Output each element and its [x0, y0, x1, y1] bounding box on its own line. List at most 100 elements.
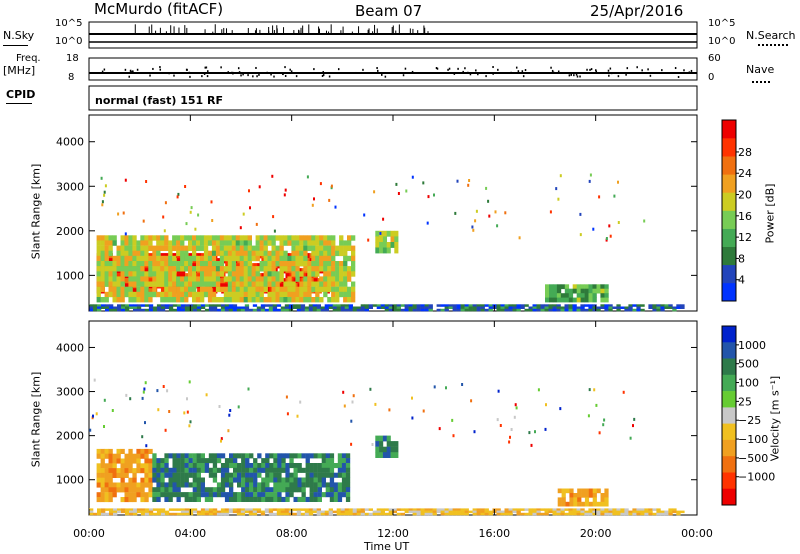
velocity-cell	[136, 448, 141, 454]
power-cell	[592, 304, 597, 307]
velocity-cell	[520, 508, 525, 511]
velocity-scatter	[422, 409, 425, 413]
velocity-cell	[160, 512, 166, 516]
nsky-label: N.Sky	[3, 29, 35, 42]
power-cell	[404, 304, 409, 307]
power-cell	[124, 286, 129, 293]
velocity-cell	[277, 458, 282, 464]
power-cell	[188, 308, 194, 312]
velocity-cell	[140, 492, 145, 498]
velocity-cell	[265, 467, 270, 473]
velocity-cell	[592, 508, 597, 511]
velocity-cell	[112, 472, 117, 478]
power-cell	[140, 276, 145, 282]
velocity-cell	[224, 512, 230, 516]
power-cell	[384, 306, 389, 309]
power-cell	[97, 308, 102, 312]
power-cell	[231, 286, 237, 293]
velocity-scatter	[143, 387, 146, 391]
power-cell	[548, 306, 553, 309]
power-cell	[200, 297, 205, 303]
nave-mark	[636, 66, 638, 69]
power-cell	[508, 308, 513, 312]
power-cell	[303, 245, 308, 251]
velocity-cell	[196, 463, 201, 469]
power-cell	[227, 281, 233, 287]
power-cell	[572, 297, 577, 303]
velocity-cell	[612, 510, 617, 514]
velocity-cell	[404, 510, 409, 514]
power-cell	[287, 261, 292, 267]
velocity-cell	[317, 467, 322, 473]
velocity-cell	[285, 496, 290, 502]
velocity-cell	[376, 510, 381, 514]
nave-mark	[258, 73, 260, 76]
power-cell	[347, 240, 352, 246]
velocity-cell	[144, 492, 149, 498]
velocity-cell	[249, 477, 254, 483]
power-cell	[287, 266, 292, 272]
power-cell	[283, 255, 288, 262]
velocity-cell	[249, 496, 254, 502]
power-cell	[331, 235, 336, 241]
velocity-cell	[220, 463, 226, 469]
power-cell	[112, 255, 117, 262]
power-cell	[500, 308, 505, 312]
velocity-cell	[176, 492, 181, 498]
power-cell	[231, 245, 237, 251]
power-cell	[468, 308, 473, 312]
power-cell	[200, 266, 205, 272]
power-cell	[220, 306, 226, 309]
power-cell	[207, 291, 213, 298]
velocity-cell	[220, 453, 226, 459]
power-cell	[219, 271, 225, 277]
power-cell	[343, 297, 348, 303]
power-cell	[255, 276, 260, 282]
velocity-colorbar-frame	[721, 325, 737, 506]
power-scatter	[579, 212, 582, 216]
power-cell	[267, 266, 272, 272]
velocity-cell	[108, 453, 113, 459]
velocity-cell	[304, 510, 310, 514]
power-cell	[303, 266, 308, 272]
power-cell	[96, 286, 101, 293]
power-cell	[568, 308, 573, 312]
velocity-cell	[220, 477, 226, 483]
velocity-cell	[604, 497, 609, 503]
power-cell	[180, 250, 185, 257]
power-cell	[176, 304, 182, 307]
nave-mark	[617, 75, 620, 78]
velocity-cell	[676, 510, 681, 514]
power-cell	[379, 247, 384, 254]
power-cell	[672, 306, 677, 309]
power-cell	[540, 308, 545, 312]
velocity-cell	[184, 467, 189, 473]
velocity-cell	[285, 477, 290, 483]
power-cell	[440, 308, 445, 312]
velocity-cell	[112, 458, 117, 464]
velocity-cell	[132, 487, 137, 493]
velocity-cell	[180, 463, 185, 469]
power-cell	[328, 304, 333, 307]
velocity-cell	[120, 477, 125, 483]
power-cell	[331, 286, 336, 293]
velocity-cell	[93, 512, 98, 516]
power-cell	[207, 271, 213, 277]
velocity-cell	[516, 510, 521, 514]
power-cell	[251, 255, 256, 262]
power-scatter	[103, 190, 106, 194]
power-cell	[232, 308, 238, 312]
velocity-cell	[265, 453, 270, 459]
velocity-cell	[285, 463, 290, 469]
power-cell	[231, 255, 237, 262]
power-cell	[351, 255, 356, 262]
velocity-scatter	[545, 403, 547, 407]
power-cell	[608, 308, 613, 312]
power-cell	[188, 276, 193, 282]
power-cell	[164, 261, 169, 267]
power-cell	[168, 240, 173, 246]
x-tick-label: 08:00	[276, 527, 308, 540]
power-cell	[596, 308, 601, 312]
power-cell	[327, 297, 332, 303]
velocity-cell	[624, 512, 629, 516]
